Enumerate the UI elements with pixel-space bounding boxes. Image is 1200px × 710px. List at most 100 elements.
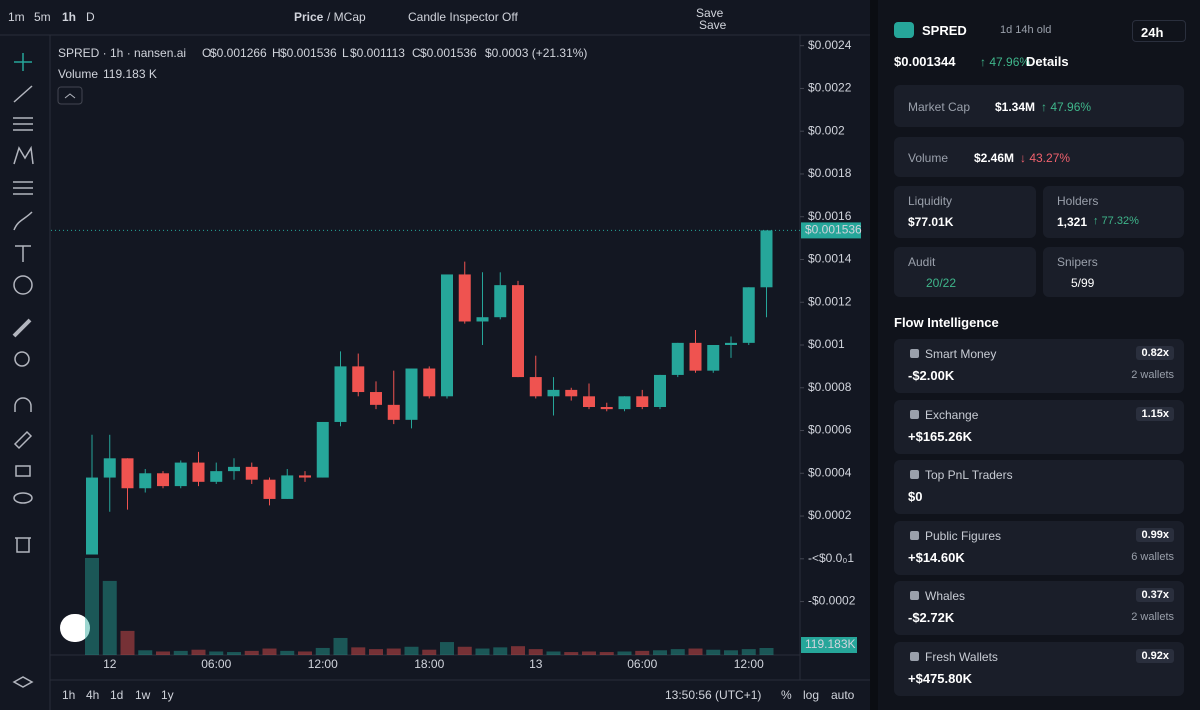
timeframe-select[interactable]: 24h [1132, 20, 1186, 42]
log-toggle[interactable]: log [803, 688, 819, 702]
token-change: ↑ 47.96% [980, 55, 1031, 69]
interval[interactable]: 5m [34, 10, 51, 24]
volume-key: Volume [58, 67, 98, 81]
snipers-card[interactable]: Snipers 5/99 [1043, 247, 1184, 297]
x-tick-label: 18:00 [414, 657, 444, 671]
y-tick-label: $0.001 [808, 337, 845, 351]
visibility-tool[interactable] [13, 492, 33, 504]
x-tick-label: 12 [103, 657, 117, 671]
flow-name: Whales [925, 589, 966, 603]
flow-name: Smart Money [925, 347, 997, 361]
zoom-tool[interactable] [14, 351, 30, 367]
chart-area: 1m 5m 1h D Price / MCap Candle Inspector Off Sa… [0, 0, 870, 710]
candle-body [405, 368, 418, 420]
ohlc-key: C [412, 46, 421, 60]
volume-bar [582, 651, 596, 655]
volume-bar [404, 646, 419, 655]
range-button[interactable]: 1y [161, 688, 174, 702]
market-cap-card: Market Cap $1.34M ↑ 47.96% [894, 85, 1184, 127]
flow-card: Top PnL Traders $0 [894, 460, 1184, 514]
volume-bar [120, 630, 135, 655]
volume-bar [85, 557, 99, 655]
candle-body [281, 475, 294, 499]
candle-body [529, 377, 542, 397]
volume-bar [599, 652, 614, 655]
save-button[interactable]: Save [696, 6, 724, 20]
y-tick-label: $0.0022 [808, 81, 852, 95]
label: Market Cap [908, 100, 971, 114]
value: 5/99 [1071, 276, 1095, 290]
candle-body [334, 366, 347, 422]
percent-toggle[interactable]: % [781, 688, 792, 702]
y-tick-label: $0.0012 [808, 294, 852, 308]
line-tool[interactable] [13, 85, 33, 103]
details-button[interactable]: Details [1026, 54, 1069, 69]
y-tick-label: $0.0008 [808, 380, 852, 394]
range-button[interactable]: 4h [86, 688, 99, 702]
x-tick-label: 12:00 [308, 657, 338, 671]
mcap-toggle[interactable]: / MCap [327, 10, 366, 24]
tv-logo[interactable] [60, 614, 90, 642]
volume-bar [386, 648, 401, 655]
fib-tool[interactable] [13, 181, 33, 195]
volume-bar [156, 651, 170, 655]
candle-body [689, 342, 702, 371]
candle-body [352, 366, 365, 393]
holders-card: Holders 1,321 ↑ 77.32% [1043, 186, 1184, 238]
ruler-tool[interactable] [12, 318, 32, 338]
volume-card[interactable]: Volume $2.46M ↓ 43.27% [894, 137, 1184, 177]
channel-tool[interactable] [13, 117, 33, 131]
price-toggle[interactable]: Price [294, 10, 324, 24]
x-tick-label: 12:00 [734, 657, 764, 671]
candle-body [458, 274, 471, 322]
lock-tool[interactable] [15, 465, 31, 477]
interval[interactable]: 1m [8, 10, 25, 24]
change: ↑ 47.96% [1041, 100, 1092, 114]
volume-bar [528, 649, 543, 655]
magnet-tool[interactable] [14, 397, 32, 412]
brush-tool[interactable] [13, 211, 33, 231]
token-logo [894, 22, 914, 38]
interval[interactable]: D [86, 10, 95, 24]
flow-icon [910, 349, 919, 358]
volume-bar [493, 647, 508, 655]
volume-bar [511, 646, 525, 655]
trash-tool[interactable] [15, 537, 31, 553]
audit-card[interactable]: Audit 20/22 [894, 247, 1036, 297]
volume-bar [617, 651, 632, 655]
range-button[interactable]: 1d [110, 688, 123, 702]
x-tick-label: 13 [529, 657, 543, 671]
value: $77.01K [908, 215, 954, 229]
interval[interactable]: 1h [62, 10, 76, 24]
volume-bar [741, 649, 756, 655]
candle-body [760, 230, 773, 288]
candle-body [228, 466, 240, 472]
text-tool[interactable] [15, 245, 31, 262]
candle-body [157, 473, 169, 487]
candle-body [86, 477, 98, 555]
drawing-tools[interactable] [12, 53, 34, 688]
pattern-tool[interactable] [13, 145, 34, 165]
background [0, 0, 870, 710]
candle-body [245, 466, 258, 480]
range-button[interactable]: 1h [62, 688, 75, 702]
emoji-tool[interactable] [13, 275, 33, 295]
collapse-button[interactable] [57, 86, 83, 105]
label: Snipers [1057, 255, 1098, 269]
cursor-tool[interactable] [14, 53, 32, 71]
inspector-toggle[interactable]: Candle Inspector Off [408, 10, 519, 24]
lock-draw-tool[interactable] [13, 430, 33, 450]
candle-body [263, 479, 276, 499]
volume-bar [546, 651, 561, 655]
auto-toggle[interactable]: auto [831, 688, 855, 702]
ohlc-key: O [202, 46, 211, 60]
candle-body [512, 285, 524, 378]
flow-card: Whales -$2.72K 0.37x 2 wallets [894, 581, 1184, 635]
flow-title: Flow Intelligence [894, 315, 999, 330]
range-button[interactable]: 1w [135, 688, 151, 702]
layers-tool[interactable] [12, 676, 34, 688]
ui-text: 1m 5m 1h D Price / MCap Candle Inspector Off Sa… [8, 6, 862, 702]
collapse-icon [64, 93, 76, 99]
y-tick-label: -<$0.0₀1 [808, 551, 854, 565]
flow-icon [910, 651, 919, 661]
